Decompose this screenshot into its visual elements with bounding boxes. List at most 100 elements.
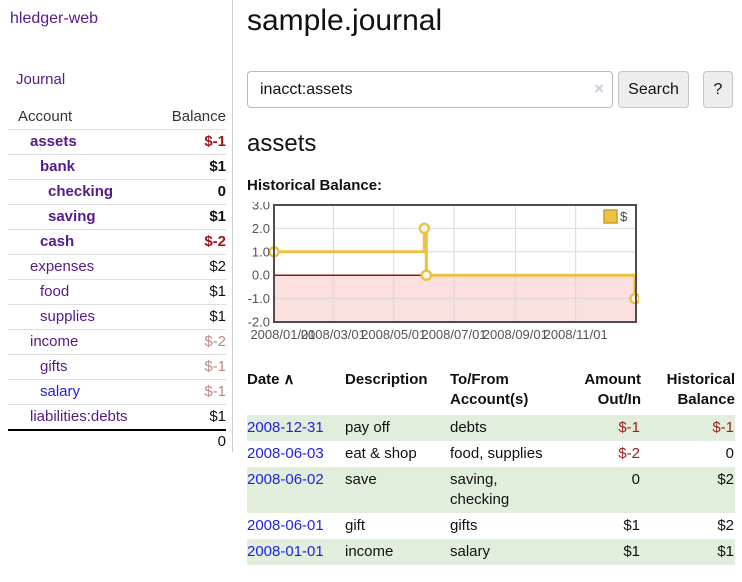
register-row: 2008-01-01 income salary $1 $1 — [247, 539, 735, 565]
chart-title: Historical Balance: — [247, 177, 383, 194]
svg-text:2008/03/01: 2008/03/01 — [301, 327, 366, 342]
account-balance: $2 — [149, 254, 226, 280]
transaction-date-link[interactable]: 2008-06-03 — [247, 445, 324, 462]
svg-text:3.0: 3.0 — [252, 202, 270, 213]
app-brand-link[interactable]: hledger-web — [10, 10, 99, 27]
register-cell-balance: 0 — [725, 445, 734, 462]
account-balance: $1 — [149, 279, 226, 305]
register-cell-amount: $-2 — [618, 445, 640, 462]
page-title: sample.journal — [247, 4, 443, 37]
register-cell-date[interactable]: 2008-01-01 — [247, 539, 345, 565]
register-cell-date[interactable]: 2008-06-01 — [247, 513, 345, 539]
register-cell-accounts: saving, checking — [450, 467, 560, 513]
register-row: 2008-06-01 gift gifts $1 $2 — [247, 513, 735, 539]
account-link[interactable]: checking — [48, 183, 114, 200]
search-button[interactable]: Search — [618, 71, 689, 108]
register-header-amount: Amount Out/In — [584, 371, 641, 408]
account-link[interactable]: income — [30, 333, 79, 350]
account-row: bank $1 — [8, 154, 226, 180]
accounts-total-row: 0 — [8, 429, 226, 453]
account-row: cash $-2 — [8, 229, 226, 255]
search-form: × Search ? — [247, 71, 735, 108]
transaction-date-link[interactable]: 2008-06-01 — [247, 517, 324, 534]
register-header-description: Description — [345, 371, 428, 388]
chart-wrap: $3.0 2.0 1.0 0.0 -1.0 -2.0 2008/01/01 2008/03/0… — [247, 198, 735, 352]
account-row: income $-2 — [8, 329, 226, 355]
transaction-date-link[interactable]: 2008-01-01 — [247, 543, 324, 560]
register-cell-description: gift — [345, 517, 366, 534]
account-balance: 0 — [149, 179, 226, 205]
account-link[interactable]: salary — [40, 383, 81, 400]
register-cell-description: eat & shop — [345, 445, 417, 462]
account-row: supplies $1 — [8, 304, 226, 330]
account-link[interactable]: liabilities:debts — [30, 408, 128, 425]
register-header-balance: Historical Balance — [666, 371, 735, 408]
register-cell-date[interactable]: 2008-06-03 — [247, 441, 345, 467]
account-link[interactable]: gifts — [40, 358, 68, 375]
accounts-header-account: Account — [18, 108, 73, 125]
account-link[interactable]: saving — [48, 208, 96, 225]
svg-text:-1.0: -1.0 — [248, 291, 270, 306]
help-button[interactable]: ? — [703, 71, 733, 108]
account-balance: $-1 — [149, 129, 226, 155]
historical-balance-chart: $3.0 2.0 1.0 0.0 -1.0 -2.02008/01/012008/03/0… — [248, 198, 641, 342]
register-header-row: Date ∧ Description To/From Account(s) Amo… — [247, 367, 735, 415]
account-link[interactable]: food — [40, 283, 70, 300]
register-cell-accounts: food, supplies — [450, 445, 543, 462]
register-header-date[interactable]: Date ∧ — [247, 371, 295, 388]
search-box: × — [247, 71, 613, 108]
main-content: sample.journal × Search ? assets Histori… — [247, 0, 735, 565]
account-balance: $-2 — [149, 229, 226, 255]
svg-text:2.0: 2.0 — [252, 221, 270, 236]
account-balance: $-1 — [149, 354, 226, 380]
register-cell-balance: $-1 — [641, 415, 735, 441]
transaction-date-link[interactable]: 2008-12-31 — [247, 419, 324, 436]
account-row: expenses $2 — [8, 254, 226, 280]
account-row: food $1 — [8, 279, 226, 305]
svg-text:2008/09/01: 2008/09/01 — [483, 327, 548, 342]
register-cell-description: save — [345, 467, 450, 513]
register-row: 2008-06-03 eat & shop food, supplies $-2 0 — [247, 441, 735, 467]
register-cell-date[interactable]: 2008-06-02 — [247, 467, 345, 513]
account-balance: $-1 — [149, 379, 226, 405]
account-balance: $1 — [149, 204, 226, 230]
transaction-date-link[interactable]: 2008-06-02 — [247, 471, 324, 488]
sort-ascending-icon: ∧ — [283, 371, 295, 388]
sidebar: hledger-web Journal Account Balance asse… — [0, 0, 233, 453]
account-balance: $-2 — [149, 329, 226, 355]
svg-text:-2.0: -2.0 — [248, 315, 270, 330]
register-cell-accounts: debts — [450, 415, 560, 441]
account-heading: assets — [247, 130, 317, 157]
register-cell-date[interactable]: 2008-12-31 — [247, 415, 345, 441]
register-row: 2008-12-31 pay off debts $-1 $-1 — [247, 415, 735, 441]
account-balance: $1 — [149, 154, 226, 180]
svg-text:2008/05/01: 2008/05/01 — [361, 327, 426, 342]
register-cell-accounts: salary — [450, 539, 560, 565]
register-cell-balance: $1 — [641, 539, 735, 565]
account-link[interactable]: expenses — [30, 258, 95, 275]
sidebar-item-journal[interactable]: Journal — [16, 71, 66, 88]
account-row: liabilities:debts $1 — [8, 404, 226, 430]
register-cell-balance: $2 — [717, 517, 734, 534]
svg-text:2008/07/01: 2008/07/01 — [421, 327, 486, 342]
accounts-header-row: Account Balance — [8, 105, 226, 130]
register-row: 2008-06-02 save saving, checking 0 $2 — [247, 467, 735, 513]
accounts-table: Account Balance assets $-1 bank $1 checking 0… — [8, 105, 226, 453]
account-link[interactable]: supplies — [40, 308, 96, 325]
register-cell-balance: $2 — [641, 467, 735, 513]
register-header-accounts: To/From Account(s) — [450, 371, 529, 408]
register-body: 2008-12-31 pay off debts $-1 $-1 2008-06-03 ea… — [247, 415, 735, 565]
register-cell-description: pay off — [345, 415, 450, 441]
account-link[interactable]: bank — [40, 158, 76, 175]
clear-search-icon[interactable]: × — [594, 79, 604, 98]
account-row: salary $-1 — [8, 379, 226, 405]
account-link[interactable]: cash — [40, 233, 75, 250]
svg-text:1.0: 1.0 — [252, 244, 270, 259]
register-cell-description: income — [345, 539, 450, 565]
account-row: checking 0 — [8, 179, 226, 205]
account-row: saving $1 — [8, 204, 226, 230]
account-row: gifts $-1 — [8, 354, 226, 380]
search-input[interactable] — [247, 71, 613, 108]
account-link[interactable]: assets — [30, 133, 77, 150]
account-row: assets $-1 — [8, 129, 226, 155]
